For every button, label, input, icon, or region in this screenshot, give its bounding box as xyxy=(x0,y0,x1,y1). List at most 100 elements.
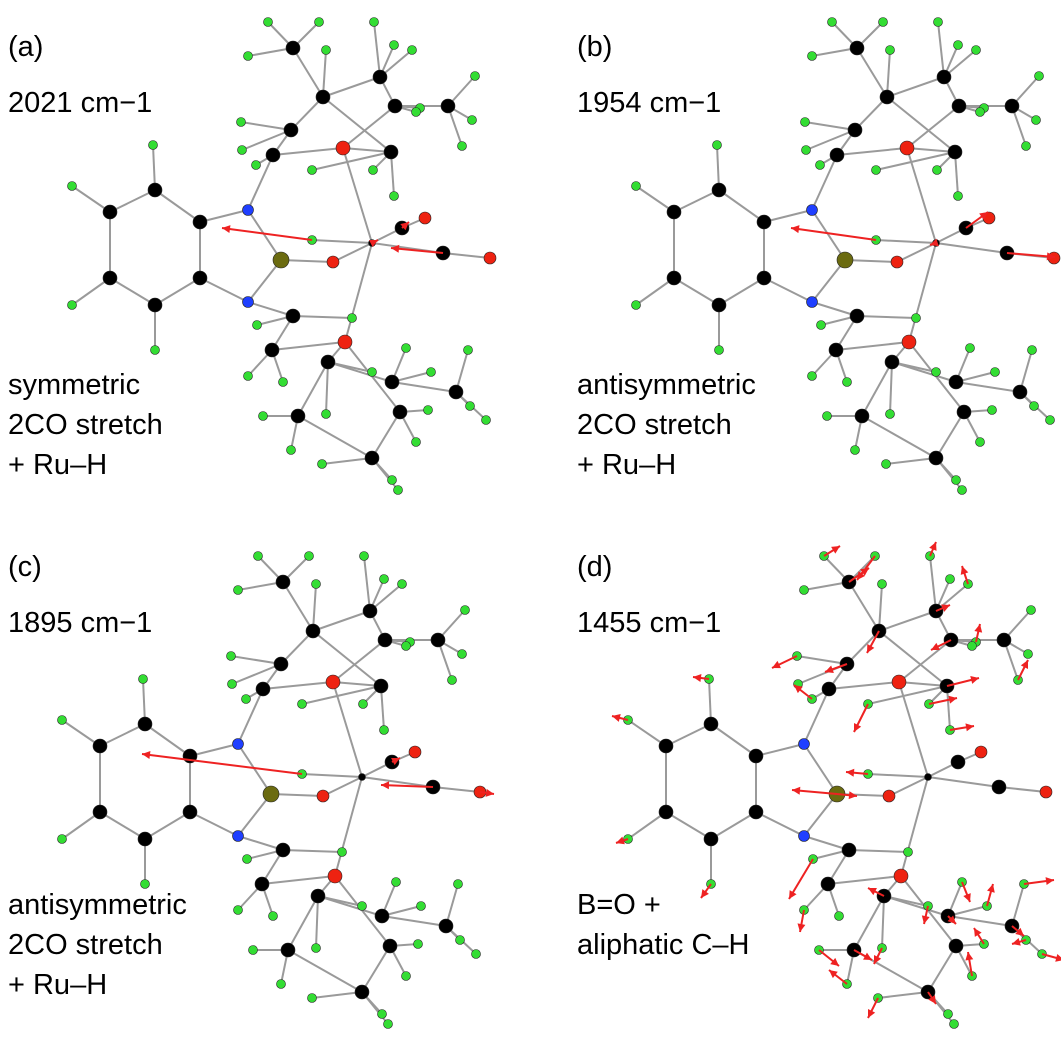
displacement-vector xyxy=(961,881,971,903)
boron-atom xyxy=(836,251,854,269)
hydrogen-atom xyxy=(953,191,963,201)
hydrogen-atom xyxy=(357,901,367,911)
hydrogen-atom xyxy=(877,579,887,589)
displacement-vector xyxy=(615,836,629,845)
hydrogen-atom xyxy=(885,409,895,419)
carbon-atom xyxy=(372,69,388,85)
bond xyxy=(199,277,249,303)
bond xyxy=(237,835,284,851)
hydrogen-atom xyxy=(965,343,975,353)
carbon-atom xyxy=(92,738,108,754)
mode-description-line-2: aliphatic C–H xyxy=(577,929,749,961)
bond xyxy=(237,793,272,837)
nitrogen-atom xyxy=(806,296,818,308)
bond xyxy=(954,151,959,197)
bond xyxy=(900,776,929,877)
carbon-atom xyxy=(936,69,952,85)
panel-d: (d) 1455 cm−1 B=O + aliphatic C–H xyxy=(577,541,1061,1029)
hydrogen-atom xyxy=(311,579,321,589)
bond xyxy=(154,189,201,223)
bond xyxy=(442,252,491,259)
bond xyxy=(371,411,401,459)
bond xyxy=(247,301,294,317)
hydrogen-atom xyxy=(463,345,473,355)
hydrogen-atom xyxy=(389,191,399,201)
displacement-vector xyxy=(928,695,958,705)
bond xyxy=(71,185,111,213)
carbon-atom xyxy=(275,574,291,590)
bond xyxy=(432,786,481,793)
bond xyxy=(144,723,191,757)
displacement-vector xyxy=(927,991,937,1005)
displacement-vector xyxy=(1023,877,1055,886)
bond xyxy=(718,277,765,306)
bond xyxy=(361,945,391,993)
bond xyxy=(803,793,838,837)
hydrogen-atom xyxy=(850,445,860,455)
mode-description-line-2: 2CO stretch xyxy=(8,409,163,441)
panel-b: (b) 1954 cm−1 antisymmetric 2CO stretch … xyxy=(577,17,1061,495)
hydrogen-atom xyxy=(268,911,278,921)
bond xyxy=(718,189,765,223)
bond xyxy=(708,678,712,725)
displacement-vector xyxy=(791,786,838,795)
bond xyxy=(804,121,856,131)
frequency-label: 2021 cm−1 xyxy=(8,87,152,119)
carbon-atom xyxy=(996,632,1012,648)
hydrogen-atom xyxy=(945,574,955,584)
hydrogen-atom xyxy=(827,17,837,27)
carbon-atom xyxy=(951,98,967,114)
bond xyxy=(241,129,292,151)
bond xyxy=(811,47,858,57)
carbon-atom xyxy=(1004,98,1020,114)
hydrogen-atom xyxy=(957,485,967,495)
molecule xyxy=(57,551,495,1029)
displacement-vector xyxy=(611,714,629,722)
hydrogen-atom xyxy=(453,879,463,889)
bond xyxy=(391,381,457,393)
bond xyxy=(282,849,343,853)
carbon-atom xyxy=(821,681,837,697)
bond xyxy=(292,47,324,98)
bond xyxy=(898,681,929,778)
bond xyxy=(381,915,447,927)
carbon-atom xyxy=(264,342,280,358)
carbon-atom xyxy=(448,384,464,400)
hydrogen-atom xyxy=(253,551,263,561)
displacement-vector xyxy=(823,545,841,557)
carbon-atom xyxy=(192,270,208,286)
mode-description-line-2: 2CO stretch xyxy=(8,929,163,961)
carbon-atom xyxy=(275,842,291,858)
carbon-atom xyxy=(748,804,764,820)
carbon-atom xyxy=(283,122,299,138)
hydrogen-atom xyxy=(321,45,331,55)
carbon-atom xyxy=(92,804,108,820)
carbon-atom xyxy=(928,450,944,466)
mode-description-line-3: + Ru–H xyxy=(8,449,107,481)
nitrogen-atom xyxy=(798,738,810,750)
carbon-atom xyxy=(1012,384,1028,400)
bond xyxy=(665,811,712,840)
bond xyxy=(99,811,146,840)
bond xyxy=(301,773,363,778)
carbon-atom xyxy=(382,938,398,954)
bond xyxy=(877,991,929,999)
frequency-label: 1455 cm−1 xyxy=(577,607,721,639)
carbon-atom xyxy=(924,773,932,781)
bond xyxy=(875,239,937,244)
hydrogen-atom xyxy=(943,1009,953,1019)
hydrogen-atom xyxy=(297,699,307,709)
hydrogen-atom xyxy=(276,979,286,989)
bond xyxy=(927,776,1000,788)
carbon-atom xyxy=(666,270,682,286)
carbon-atom xyxy=(362,603,378,619)
bond xyxy=(301,685,382,705)
bond xyxy=(311,239,373,244)
oxygen-atom xyxy=(901,334,917,350)
carbon-atom xyxy=(285,308,301,324)
bond xyxy=(867,685,948,705)
bond xyxy=(280,259,334,263)
hydrogen-atom xyxy=(347,313,357,323)
bond xyxy=(710,723,757,757)
bond xyxy=(152,144,156,191)
